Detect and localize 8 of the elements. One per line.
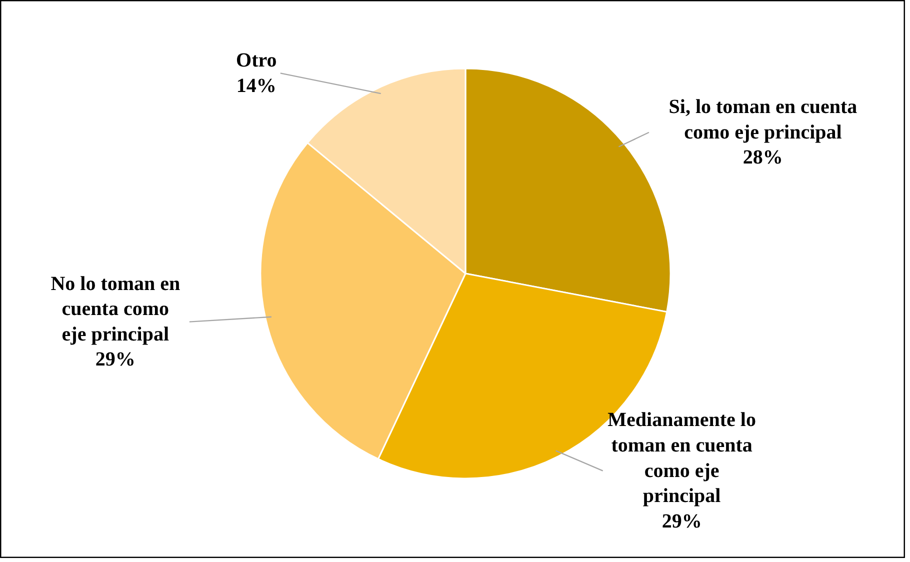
slice-label: Otro [236, 50, 277, 72]
data-label: 29% [662, 510, 702, 532]
data-label: 28% [742, 146, 783, 169]
slice-label: Medianamente lo toman en cuenta como eje principal [608, 409, 756, 508]
slice-label: No lo toman en cuenta como eje principal [50, 272, 180, 346]
data-label: 14% [236, 74, 276, 97]
data-label: 29% [95, 348, 136, 371]
slice-label: Si, lo toman en cuenta como eje principal [668, 96, 858, 144]
